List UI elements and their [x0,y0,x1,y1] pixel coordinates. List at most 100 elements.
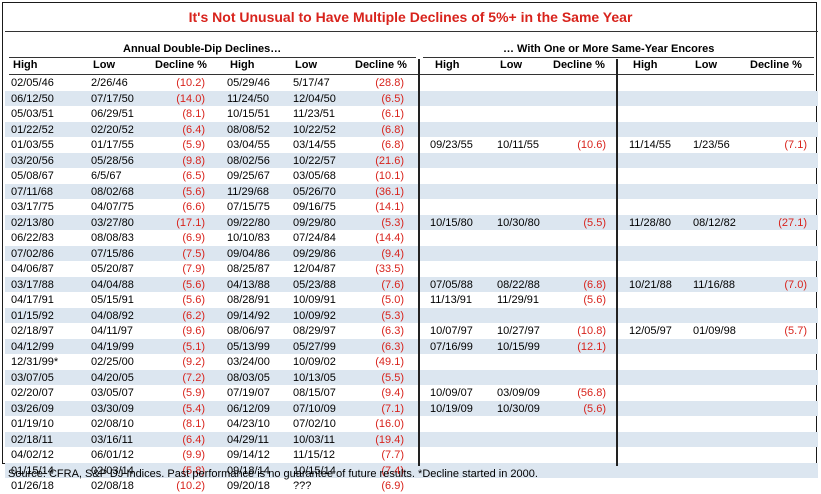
table-row: 01/19/10 02/08/10 (8.1) 04/23/10 07/02/10 (16… [5,416,818,432]
decline-cell: (6.4) [182,433,205,446]
low-date-cell: 03/27/80 [91,216,134,229]
table-row: 01/22/52 02/20/52 (6.4) 08/08/52 10/22/52 (6.… [5,121,818,137]
high-date-cell: 03/20/56 [11,154,54,167]
low-date-cell: 02/08/18 [91,480,134,492]
section-header-right: … With One or More Same-Year Encores [503,43,715,55]
column-header-row: High Low Decline % High Low Decline % Hi… [5,59,818,73]
low-date-cell: 10/09/91 [293,294,336,306]
decline-cell: (6.5) [381,92,404,105]
decline-cell: (7.0) [784,278,807,291]
low-date-cell: 05/20/87 [91,263,134,275]
low-date-cell: 05/28/56 [91,154,134,167]
decline-cell: (6.1) [381,108,404,120]
low-date-cell: 10/22/52 [293,123,336,136]
table-row: 03/17/75 04/07/75 (6.6) 07/15/75 09/16/75 (14… [5,199,818,215]
high-date-cell: 04/13/88 [227,278,270,291]
decline-cell: (56.8) [577,387,606,399]
column-header: High [230,59,255,71]
low-date-cell: 10/15/99 [497,340,540,353]
low-date-cell: 08/22/88 [497,278,540,291]
decline-cell: (9.9) [182,449,205,461]
decline-cell: (6.9) [381,480,404,492]
high-date-cell: 11/24/50 [227,92,270,105]
decline-cell: (5.0) [381,294,404,306]
high-date-cell: 04/17/91 [11,294,54,306]
column-header: Decline % [553,59,605,71]
high-date-cell: 05/29/46 [227,77,270,89]
decline-cell: (10.8) [577,325,606,337]
high-date-cell: 11/29/68 [227,185,270,198]
section-header-left: Annual Double-Dip Declines… [123,43,282,55]
high-date-cell: 04/12/99 [11,340,54,353]
decline-cell: (28.8) [375,77,404,89]
high-date-cell: 02/18/97 [11,325,54,337]
decline-cell: (6.8) [583,278,606,291]
high-date-cell: 07/15/75 [227,201,270,213]
high-date-cell: 03/04/55 [227,139,270,151]
decline-cell: (10.2) [176,77,205,89]
column-header: Low [500,59,522,71]
low-date-cell: ??? [293,480,312,492]
high-date-cell: 08/06/97 [227,325,270,337]
low-date-cell: 1/23/56 [693,139,730,151]
low-date-cell: 09/29/86 [293,247,336,260]
decline-cell: (10.2) [176,480,205,492]
high-date-cell: 03/17/88 [11,278,54,291]
high-date-cell: 01/15/92 [11,309,54,322]
low-date-cell: 04/19/99 [91,340,134,353]
decline-cell: (49.1) [375,356,404,368]
column-header: High [435,59,460,71]
column-divider [616,59,618,466]
high-date-cell: 09/23/55 [430,139,473,151]
title-divider [5,31,818,32]
decline-cell: (16.0) [375,418,404,430]
high-date-cell: 09/04/86 [227,247,270,260]
table-row: 04/17/91 05/15/91 (5.6) 08/28/91 10/09/91 (5.… [5,292,818,308]
table-row: 02/18/97 04/11/97 (9.6) 08/06/97 08/29/97 (6.… [5,323,818,339]
high-date-cell: 07/05/88 [430,278,473,291]
header-divider [9,74,814,75]
high-date-cell: 01/03/55 [11,139,54,151]
decline-cell: (14.0) [176,92,205,105]
low-date-cell: 11/23/51 [293,108,336,120]
low-date-cell: 05/15/91 [91,294,134,306]
decline-cell: (5.5) [583,216,606,229]
table-row: 04/02/12 06/01/12 (9.9) 09/14/12 11/15/12 (7.… [5,447,818,463]
low-date-cell: 08/12/82 [693,216,736,229]
high-date-cell: 08/25/87 [227,263,270,275]
decline-cell: (19.4) [375,433,404,446]
low-date-cell: 10/09/92 [293,309,336,322]
decline-cell: (12.1) [577,340,606,353]
low-date-cell: 03/05/07 [91,387,134,399]
low-date-cell: 05/23/88 [293,278,336,291]
table-row: 01/15/92 04/08/92 (6.2) 09/14/92 10/09/92 (5.… [5,307,818,323]
decline-cell: (5.5) [381,371,404,384]
section-divider-right [423,57,814,58]
low-date-cell: 07/17/50 [91,92,134,105]
column-divider [418,59,420,466]
decline-cell: (7.1) [784,139,807,151]
low-date-cell: 11/15/12 [293,449,336,461]
low-date-cell: 10/15/14 [293,464,336,477]
low-date-cell: 2/26/46 [91,77,128,89]
high-date-cell: 11/14/55 [629,139,672,151]
decline-cell: (21.6) [375,154,404,167]
decline-cell: (5.9) [182,139,205,151]
decline-cell: (7.7) [381,449,404,461]
table-row: 02/18/11 03/16/11 (6.4) 04/29/11 10/03/11 (19… [5,431,818,447]
column-header: Decline % [155,59,207,71]
decline-cell: (14.1) [375,201,404,213]
high-date-cell: 09/14/92 [227,309,270,322]
table-row: 03/17/88 04/04/88 (5.6) 04/13/88 05/23/88 (7.… [5,276,818,292]
decline-cell: (5.1) [182,340,205,353]
low-date-cell: 07/10/09 [293,402,336,415]
column-header: Low [695,59,717,71]
low-date-cell: 10/27/97 [497,325,540,337]
table-row: 05/03/51 06/29/51 (8.1) 10/15/51 11/23/51 (6.… [5,106,818,122]
table-row: 01/15/14 02/03/14 (5.8) 09/18/14 10/15/14 (7.… [5,462,818,478]
decline-cell: (10.1) [375,170,404,182]
low-date-cell: 08/02/68 [91,185,134,198]
table-row: 02/13/80 03/27/80 (17.1) 09/22/80 09/29/80 (5… [5,214,818,230]
low-date-cell: 10/30/09 [497,402,540,415]
column-header: High [13,59,38,71]
